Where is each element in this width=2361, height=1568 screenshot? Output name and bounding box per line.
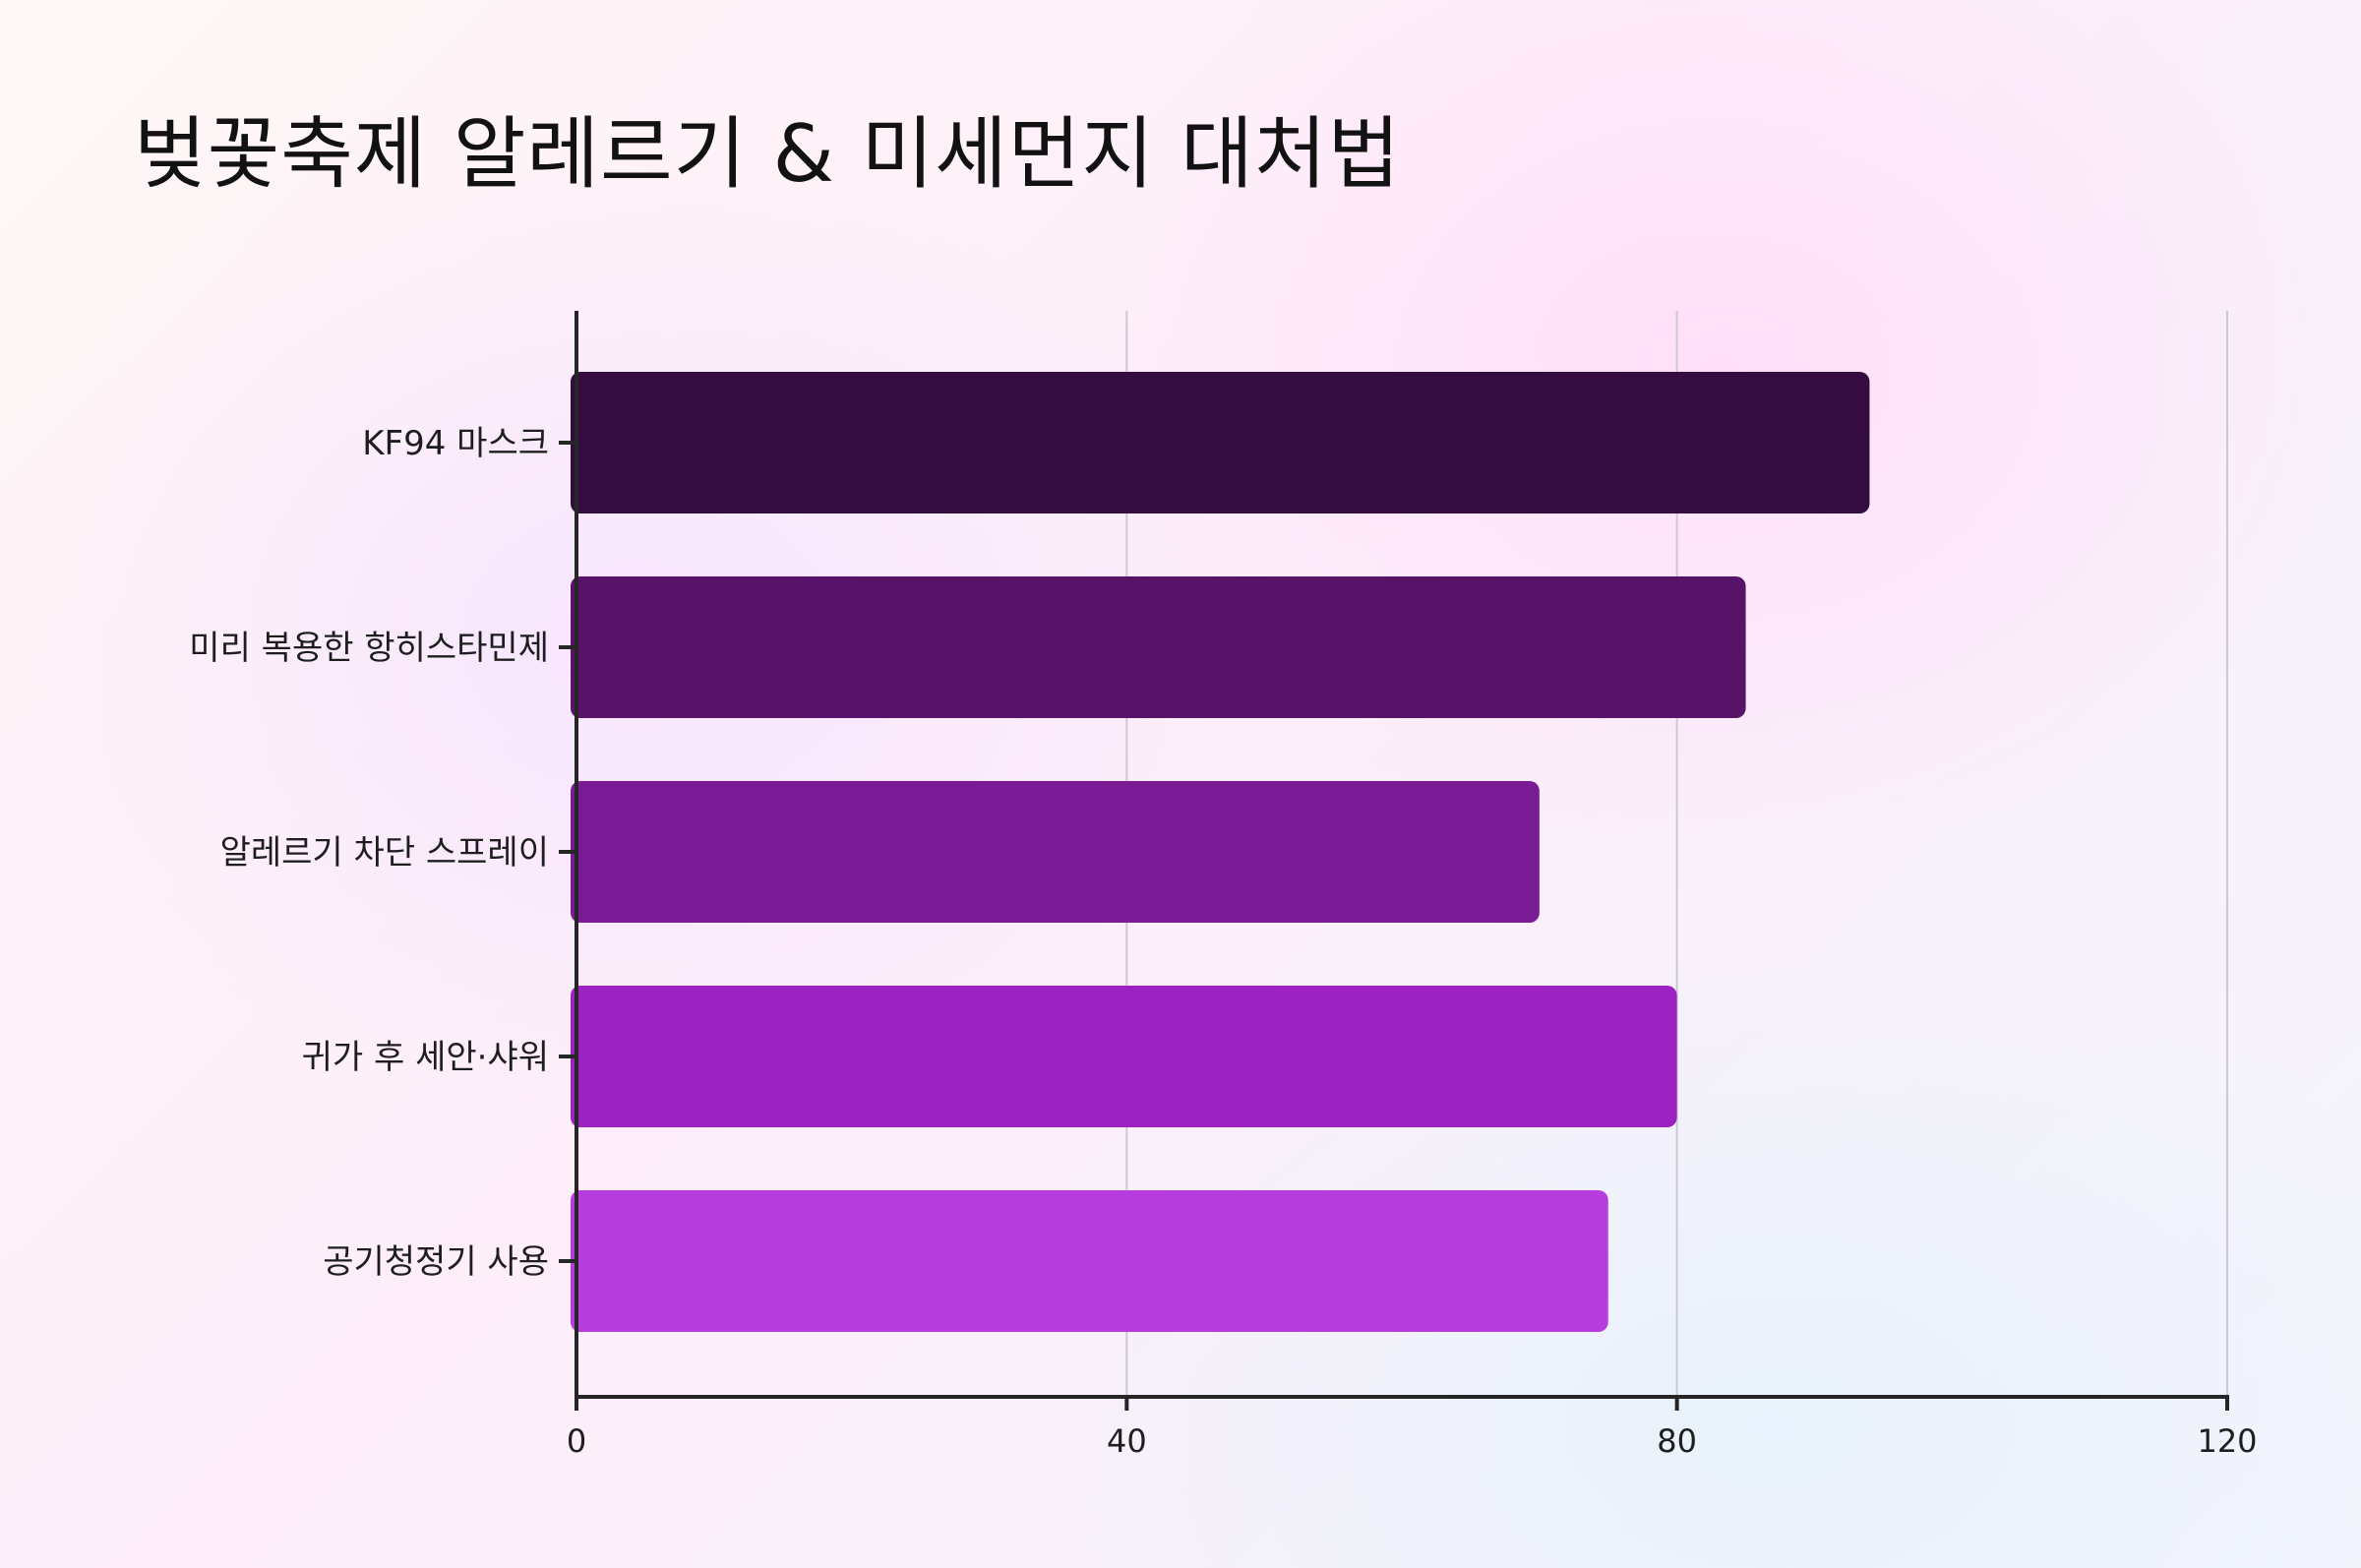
axes — [559, 311, 2229, 1411]
category-label-5: 공기청정기 사용 — [323, 1242, 549, 1282]
bar-5 — [571, 1190, 1608, 1332]
chart-title: 벚꽃축제 알레르기 & 미세먼지 대처법 — [134, 108, 1402, 200]
bar-3 — [571, 781, 1540, 923]
x-tick-label-0: 0 — [567, 1422, 586, 1460]
category-label-2: 미리 복용한 항히스타민제 — [189, 629, 549, 668]
x-tick-label-80: 80 — [1657, 1422, 1697, 1460]
bar-2 — [571, 576, 1746, 718]
bar-1 — [571, 372, 1870, 513]
x-tick-label-40: 40 — [1107, 1422, 1147, 1460]
category-label-3: 알레르기 차단 스프레이 — [220, 833, 549, 873]
category-label-4: 귀가 후 세안·샤워 — [302, 1038, 549, 1077]
category-label-1: KF94 마스크 — [362, 424, 549, 463]
x-tick-label-120: 120 — [2197, 1422, 2257, 1460]
bars — [571, 372, 1870, 1332]
bar-4 — [571, 986, 1677, 1127]
